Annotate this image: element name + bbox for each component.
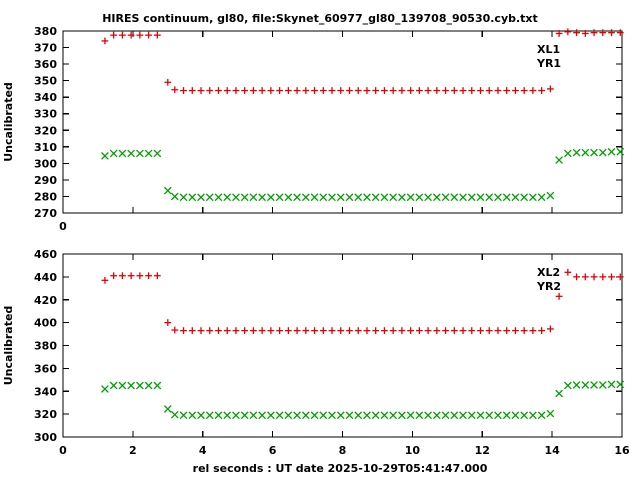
x-tick-label: 10 [405, 444, 421, 457]
y-tick-label: 360 [34, 362, 57, 375]
y-tick-label: 350 [34, 75, 57, 88]
y-tick-label: 340 [34, 91, 57, 104]
y-tick-label: 340 [34, 385, 57, 398]
legend-label-XL1: XL1 [537, 43, 560, 56]
x-tick-label: 16 [614, 444, 630, 457]
y-tick-label: 440 [34, 271, 57, 284]
legend-label-XL2: XL2 [537, 266, 560, 279]
y-tick-label: 370 [34, 42, 57, 55]
series-YR2 [101, 380, 625, 420]
y-tick-label: 300 [34, 157, 57, 170]
y-tick-label: 360 [34, 58, 57, 71]
y-tick-label: 300 [34, 431, 57, 444]
x-tick-label: 8 [339, 444, 347, 457]
x-tick-label: 0 [59, 220, 67, 233]
series-XL2 [101, 268, 624, 335]
x-tick-label: 4 [199, 444, 207, 457]
y-tick-label: 290 [34, 174, 57, 187]
plot-panel-bottom: 0 2 4 6 8 10 12 14 16 300 320 340 360 380 400 420 440 460… [2, 248, 630, 457]
y-tick-label: 460 [34, 248, 57, 261]
y-axis-label: Uncalibrated [2, 82, 15, 162]
y-tick-label: 400 [34, 317, 57, 330]
x-tick-label: 12 [475, 444, 490, 457]
y-tick-label: 420 [34, 294, 57, 307]
y-tick-label: 310 [34, 141, 57, 154]
legend-label-YR1: YR1 [536, 57, 561, 70]
x-tick-label: 2 [129, 444, 137, 457]
x-axis-label: rel seconds : UT date 2025-10-29T05:41:4… [193, 462, 488, 475]
y-tick-label: 320 [34, 124, 57, 137]
x-tick-label: 0 [59, 444, 67, 457]
y-tick-label: 280 [34, 190, 57, 203]
y-axis-label: Uncalibrated [2, 306, 15, 386]
y-tick-label: 270 [34, 207, 57, 220]
y-tick-label: 320 [34, 408, 57, 421]
series-YR1 [101, 147, 625, 202]
y-tick-label: 380 [34, 340, 57, 353]
legend-label-YR2: YR2 [536, 280, 561, 293]
y-tick-label: 330 [34, 108, 57, 121]
x-tick-label: 14 [544, 444, 560, 457]
x-tick-label: 6 [269, 444, 277, 457]
chart-title: HIRES continuum, gl80, file:Skynet_60977… [102, 12, 538, 25]
y-tick-label: 380 [34, 25, 57, 38]
series-XL1 [101, 28, 624, 94]
